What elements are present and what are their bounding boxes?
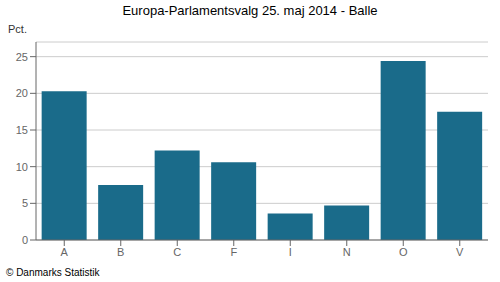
svg-text:10: 10 bbox=[16, 161, 28, 173]
svg-text:V: V bbox=[456, 246, 464, 258]
svg-text:C: C bbox=[173, 246, 181, 258]
html-text:© Danmarks Statistik: © Danmarks Statistik bbox=[6, 267, 100, 278]
svg-text:5: 5 bbox=[22, 197, 28, 209]
svg-text:20: 20 bbox=[16, 87, 28, 99]
html-text:Pct.: Pct. bbox=[8, 23, 27, 35]
svg-text:I: I bbox=[289, 246, 292, 258]
svg-text:F: F bbox=[230, 246, 237, 258]
svg-text:A: A bbox=[61, 246, 69, 258]
html-text:Europa-Parlamentsvalg 25. maj: Europa-Parlamentsvalg 25. maj 2014 - Bal… bbox=[122, 3, 378, 18]
svg-text:N: N bbox=[343, 246, 351, 258]
svg-text:B: B bbox=[117, 246, 124, 258]
svg-text:15: 15 bbox=[16, 124, 28, 136]
svg-text:0: 0 bbox=[22, 234, 28, 246]
svg-text:25: 25 bbox=[16, 51, 28, 63]
svg-text:O: O bbox=[399, 246, 408, 258]
